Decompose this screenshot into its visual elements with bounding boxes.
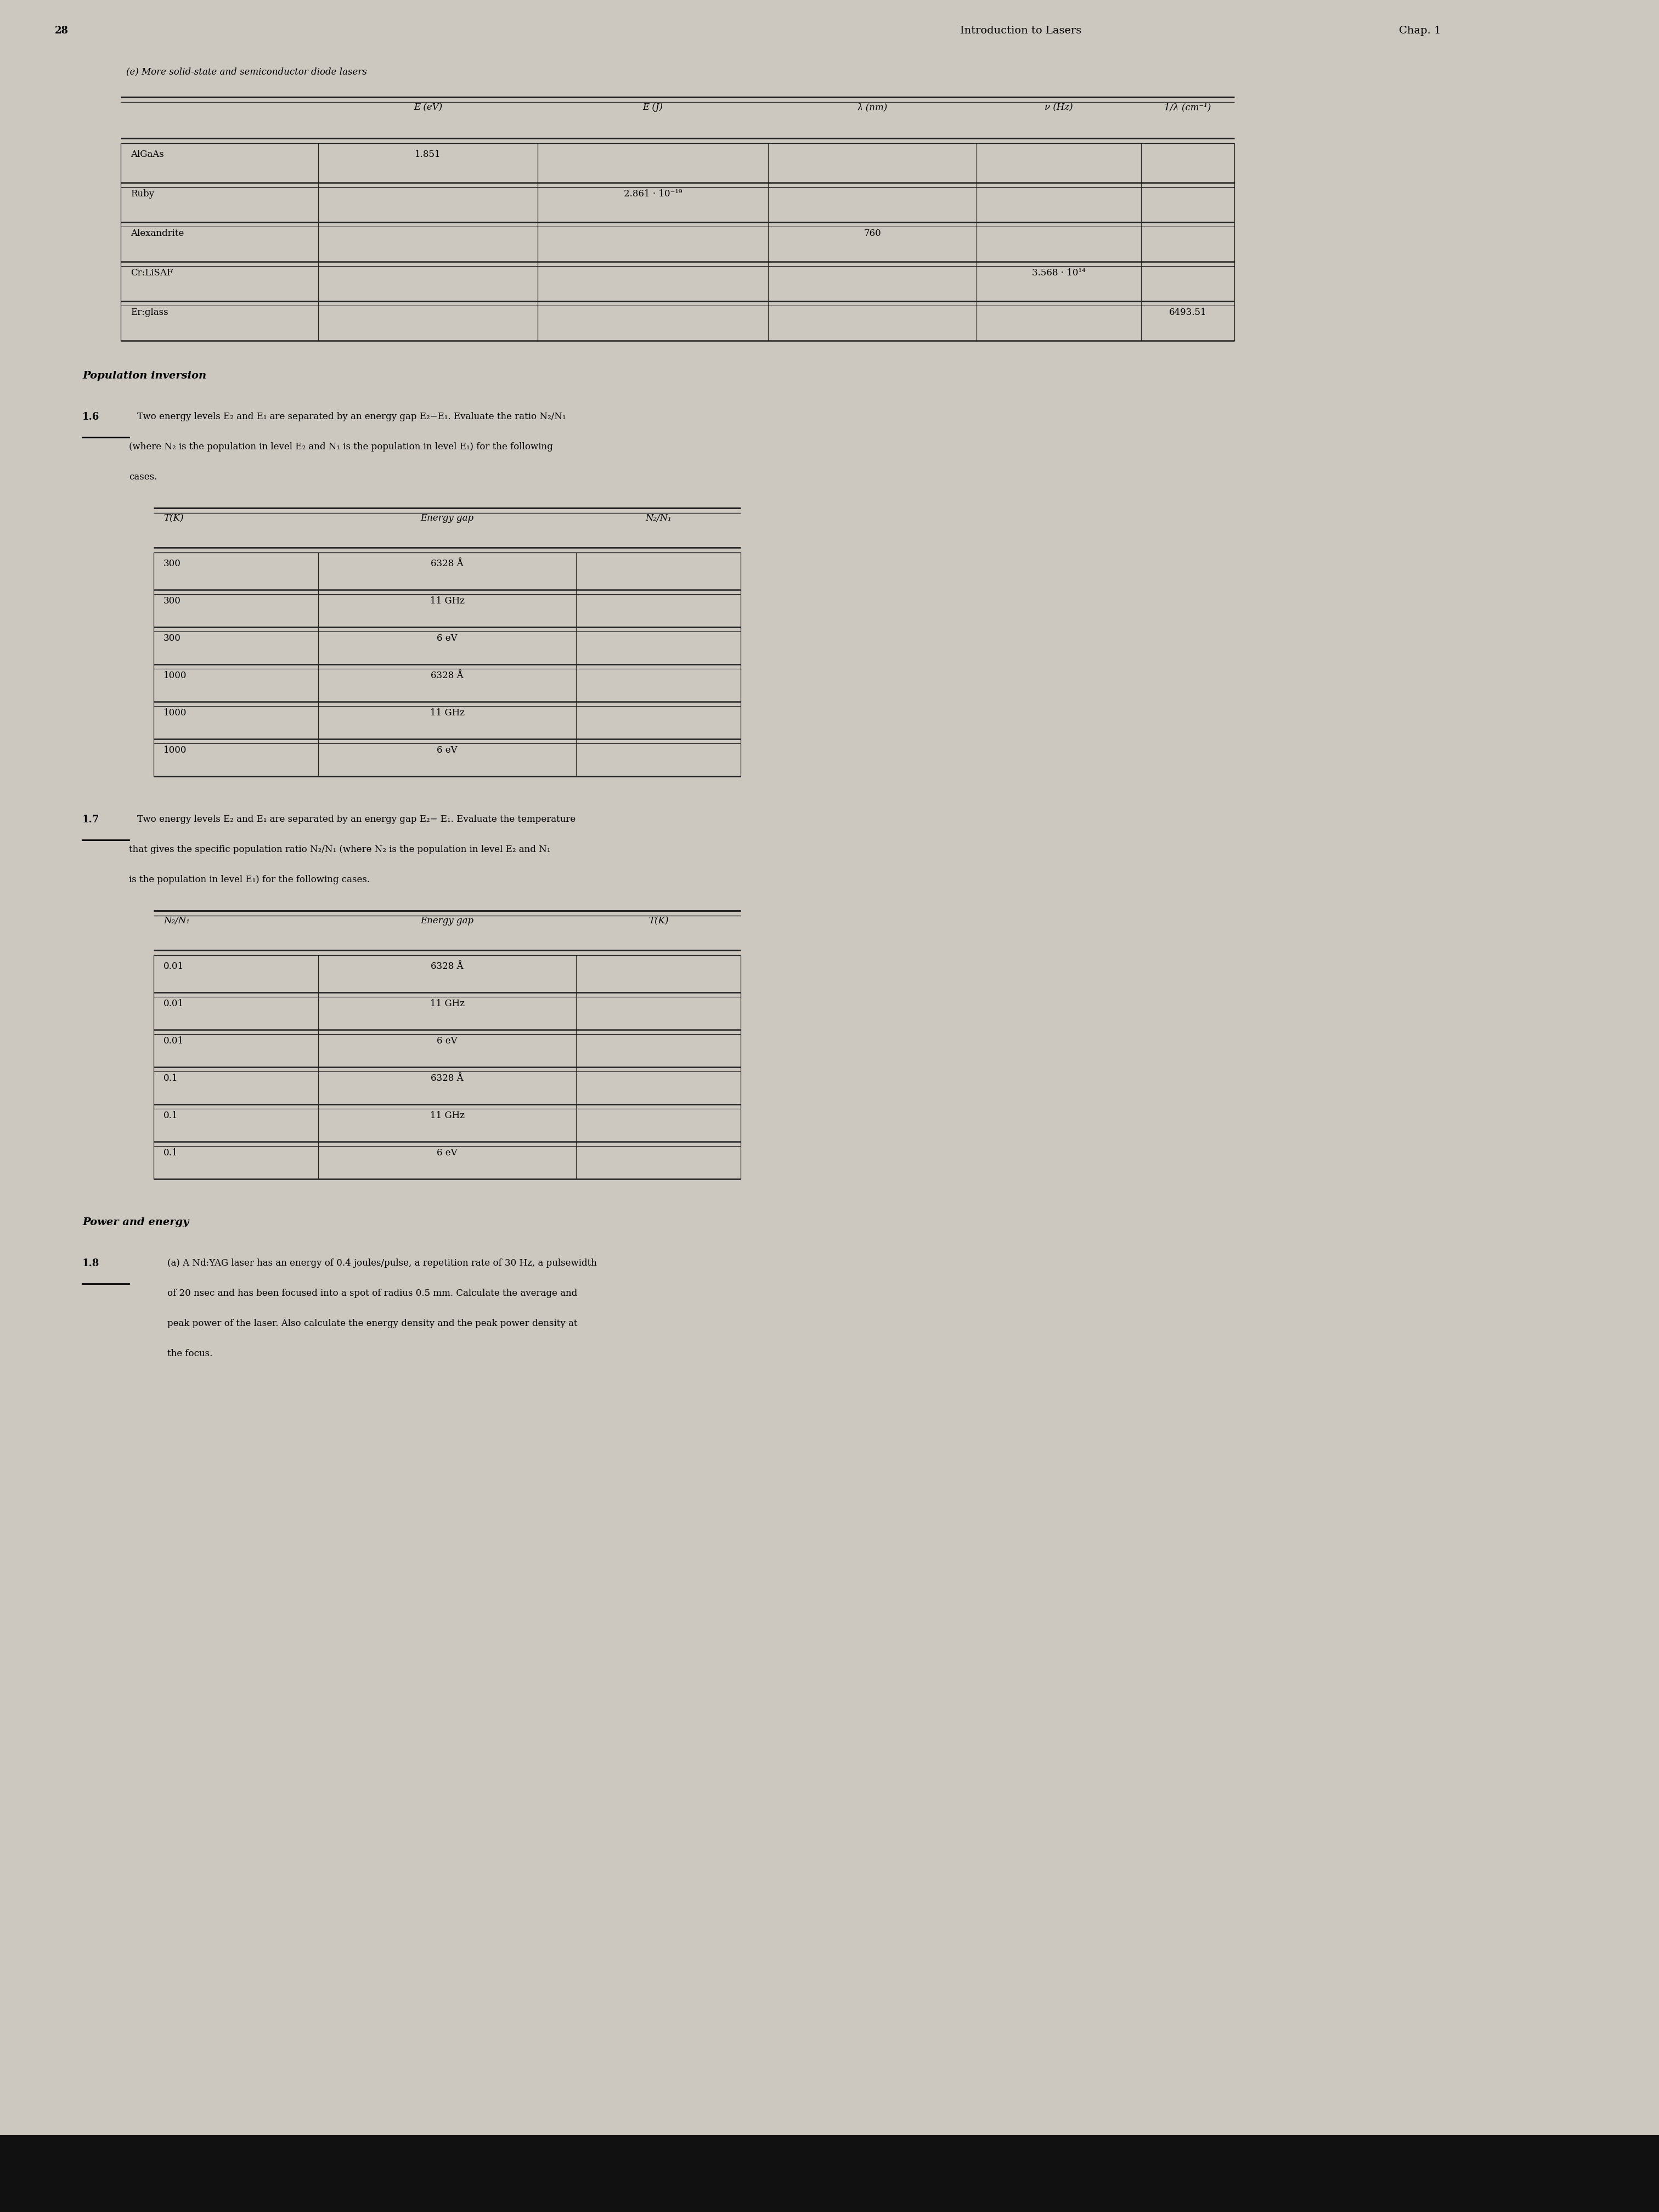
Text: 6 eV: 6 eV — [436, 745, 458, 754]
Text: 1/λ (cm⁻¹): 1/λ (cm⁻¹) — [1165, 102, 1211, 113]
Text: 6 eV: 6 eV — [436, 1148, 458, 1157]
Text: 1.6: 1.6 — [83, 411, 100, 422]
Text: 300: 300 — [164, 560, 181, 568]
Text: N₂/N₁: N₂/N₁ — [164, 916, 189, 925]
Text: 0.1: 0.1 — [164, 1073, 178, 1084]
Text: Population inversion: Population inversion — [83, 372, 206, 380]
Text: ν (Hz): ν (Hz) — [1045, 102, 1073, 113]
Text: that gives the specific population ratio N₂/N₁ (where N₂ is the population in le: that gives the specific population ratio… — [129, 845, 551, 854]
Text: 6328 Å: 6328 Å — [431, 1073, 463, 1084]
Text: Energy gap: Energy gap — [420, 513, 474, 522]
Text: 1.8: 1.8 — [83, 1259, 100, 1267]
Text: Alexandrite: Alexandrite — [131, 228, 184, 239]
Text: λ (nm): λ (nm) — [858, 102, 888, 113]
Text: 0.1: 0.1 — [164, 1148, 178, 1157]
Text: E (J): E (J) — [642, 102, 664, 113]
Text: 6328 Å: 6328 Å — [431, 962, 463, 971]
Text: 2.861 · 10⁻¹⁹: 2.861 · 10⁻¹⁹ — [624, 190, 682, 199]
Text: 6 eV: 6 eV — [436, 1037, 458, 1046]
Text: 6493.51: 6493.51 — [1170, 307, 1206, 316]
Text: 6328 Å: 6328 Å — [431, 560, 463, 568]
Text: N₂/N₁: N₂/N₁ — [645, 513, 672, 522]
Text: 11 GHz: 11 GHz — [430, 1000, 465, 1009]
Text: is the population in level E₁) for the following cases.: is the population in level E₁) for the f… — [129, 876, 370, 885]
Text: Energy gap: Energy gap — [420, 916, 474, 925]
Text: 760: 760 — [864, 228, 881, 239]
Text: T(K): T(K) — [649, 916, 669, 925]
Text: 1.851: 1.851 — [415, 150, 441, 159]
Text: 1.7: 1.7 — [83, 814, 100, 825]
Text: 0.01: 0.01 — [164, 1037, 184, 1046]
Text: cases.: cases. — [129, 473, 158, 482]
Text: (e) More solid-state and semiconductor diode lasers: (e) More solid-state and semiconductor d… — [126, 66, 367, 75]
Text: 6328 Å: 6328 Å — [431, 670, 463, 681]
Text: 1000: 1000 — [164, 708, 187, 717]
Text: Ruby: Ruby — [131, 190, 154, 199]
Text: Power and energy: Power and energy — [83, 1217, 189, 1228]
Text: Cr:LiSAF: Cr:LiSAF — [131, 268, 173, 276]
Text: 1000: 1000 — [164, 670, 187, 681]
Text: peak power of the laser. Also calculate the energy density and the peak power de: peak power of the laser. Also calculate … — [168, 1318, 577, 1327]
Text: Introduction to Lasers: Introduction to Lasers — [961, 27, 1082, 35]
Text: 28: 28 — [55, 27, 68, 35]
Text: 1000: 1000 — [164, 745, 187, 754]
Text: 11 GHz: 11 GHz — [430, 1110, 465, 1119]
Text: (where N₂ is the population in level E₂ and N₁ is the population in level E₁) fo: (where N₂ is the population in level E₂ … — [129, 442, 552, 451]
Text: AlGaAs: AlGaAs — [131, 150, 164, 159]
Text: Chap. 1: Chap. 1 — [1399, 27, 1442, 35]
Text: (a) A Nd:YAG laser has an energy of 0.4 joules/pulse, a repetition rate of 30 Hz: (a) A Nd:YAG laser has an energy of 0.4 … — [168, 1259, 597, 1267]
Text: 11 GHz: 11 GHz — [430, 597, 465, 606]
Text: Two energy levels E₂ and E₁ are separated by an energy gap E₂− E₁. Evaluate the : Two energy levels E₂ and E₁ are separate… — [138, 814, 576, 825]
Text: 300: 300 — [164, 597, 181, 606]
Text: 300: 300 — [164, 633, 181, 644]
Bar — [0, 2135, 1659, 2212]
Text: 0.1: 0.1 — [164, 1110, 178, 1119]
Text: Er:glass: Er:glass — [131, 307, 168, 316]
Text: Two energy levels E₂ and E₁ are separated by an energy gap E₂−E₁. Evaluate the r: Two energy levels E₂ and E₁ are separate… — [138, 411, 566, 420]
Text: E (eV): E (eV) — [413, 102, 443, 113]
Text: 3.568 · 10¹⁴: 3.568 · 10¹⁴ — [1032, 268, 1085, 276]
Text: 6 eV: 6 eV — [436, 633, 458, 644]
Text: 11 GHz: 11 GHz — [430, 708, 465, 717]
Text: the focus.: the focus. — [168, 1349, 212, 1358]
Text: 0.01: 0.01 — [164, 1000, 184, 1009]
Text: T(K): T(K) — [164, 513, 184, 522]
Text: of 20 nsec and has been focused into a spot of radius 0.5 mm. Calculate the aver: of 20 nsec and has been focused into a s… — [168, 1290, 577, 1298]
Text: 0.01: 0.01 — [164, 962, 184, 971]
